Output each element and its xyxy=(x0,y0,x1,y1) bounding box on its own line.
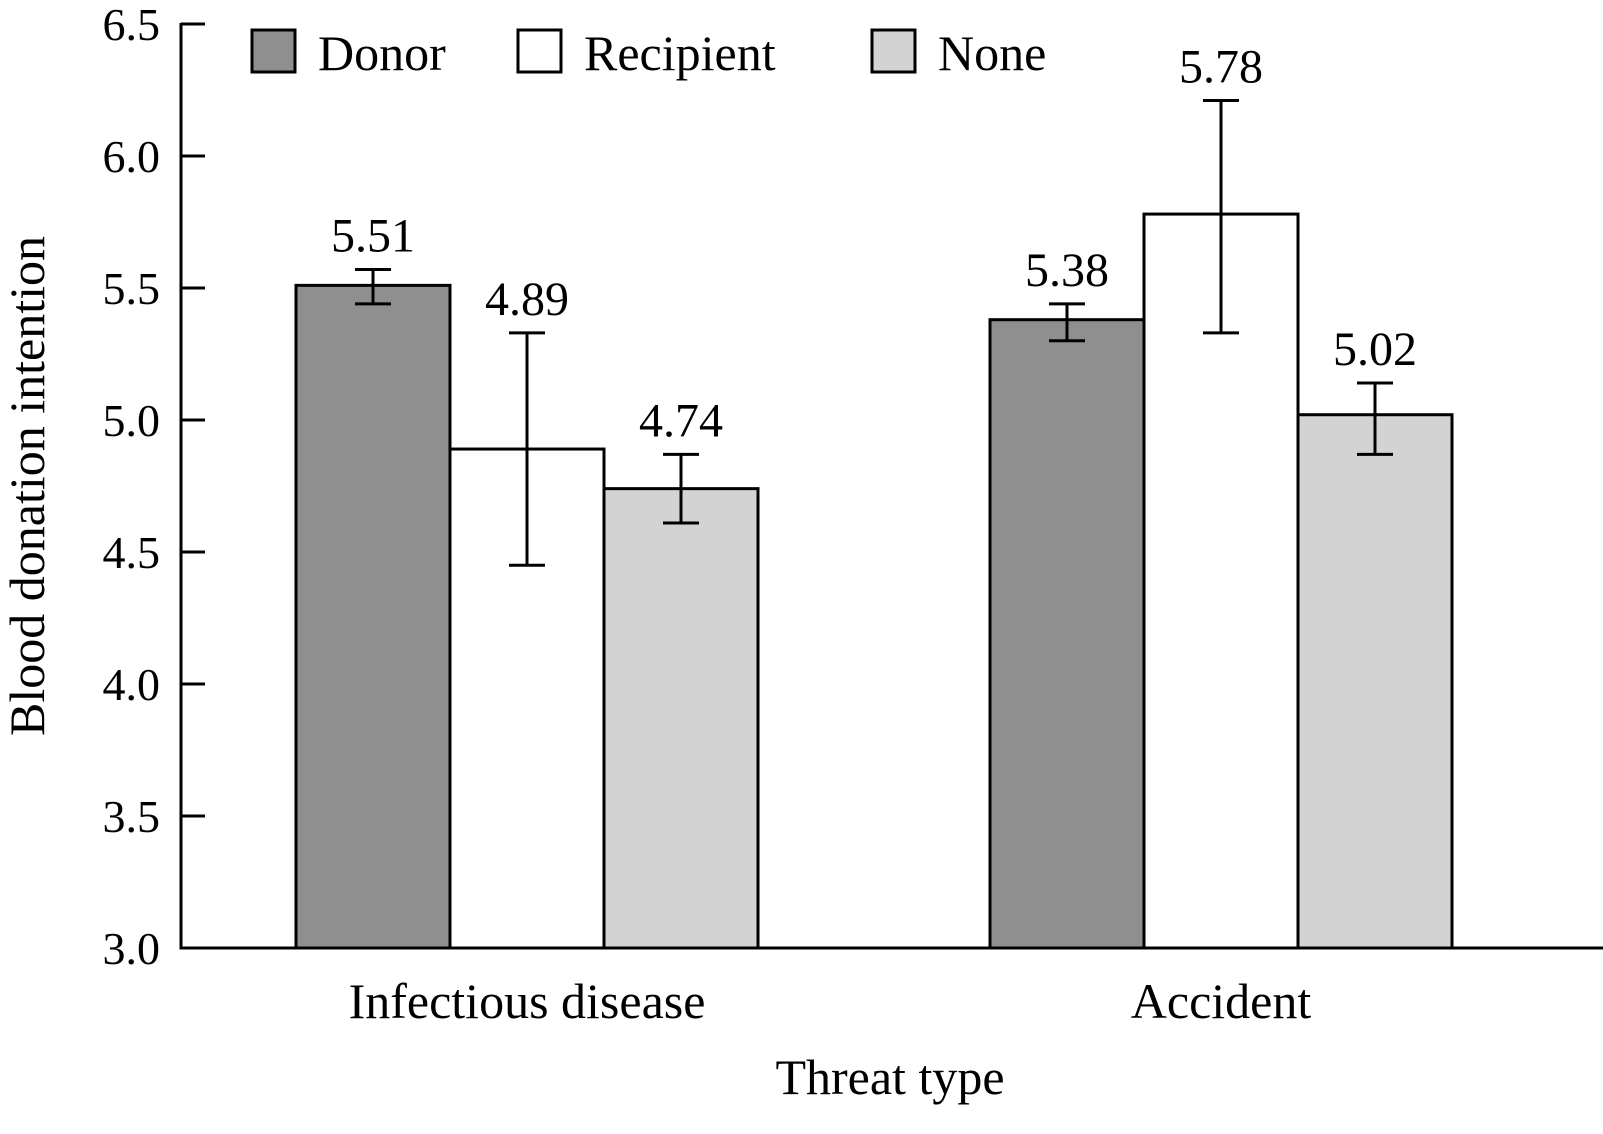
data-labels: 5.51 4.89 4.74 5.38 5.78 5.02 xyxy=(331,41,1417,448)
y-tick-label: 5.5 xyxy=(103,263,161,314)
y-tick-label: 6.5 xyxy=(103,0,161,50)
y-tick-label: 3.0 xyxy=(103,923,161,974)
data-label: 5.78 xyxy=(1179,41,1263,94)
bar-recipient-1 xyxy=(1142,212,1300,950)
data-label: 5.51 xyxy=(331,210,415,263)
legend-label-donor: Donor xyxy=(318,25,446,81)
y-tick-label: 3.5 xyxy=(103,791,161,842)
y-axis: 3.0 3.5 4.0 4.5 5.0 5.5 6.0 6.5 xyxy=(103,0,205,974)
legend-swatch-donor xyxy=(250,28,297,74)
legend: Donor Recipient None xyxy=(250,25,1046,81)
data-label: 5.02 xyxy=(1333,323,1417,376)
bars xyxy=(294,212,1454,950)
data-label: 4.89 xyxy=(485,273,569,326)
legend-swatch-none xyxy=(870,28,917,74)
error-bars xyxy=(355,99,1393,567)
bar-none-0 xyxy=(602,487,760,950)
bar-none-1 xyxy=(1296,413,1454,950)
x-axis: Infectious disease Accident xyxy=(179,946,1603,1029)
legend-label-none: None xyxy=(938,25,1046,81)
x-axis-title: Threat type xyxy=(775,1049,1004,1105)
bar-donor-1 xyxy=(988,318,1146,950)
legend-label-recipient: Recipient xyxy=(584,25,776,81)
y-tick-label: 4.5 xyxy=(103,527,161,578)
data-label: 5.38 xyxy=(1025,244,1109,297)
legend-swatch-recipient xyxy=(516,28,563,74)
x-tick-label: Accident xyxy=(1131,973,1312,1029)
y-tick-label: 5.0 xyxy=(103,395,161,446)
bar-donor-0 xyxy=(294,283,452,950)
y-tick-label: 6.0 xyxy=(103,131,161,182)
y-tick-label: 4.0 xyxy=(103,659,161,710)
y-axis-title: Blood donation intention xyxy=(0,236,55,736)
x-tick-label: Infectious disease xyxy=(349,973,706,1029)
data-label: 4.74 xyxy=(639,394,723,447)
